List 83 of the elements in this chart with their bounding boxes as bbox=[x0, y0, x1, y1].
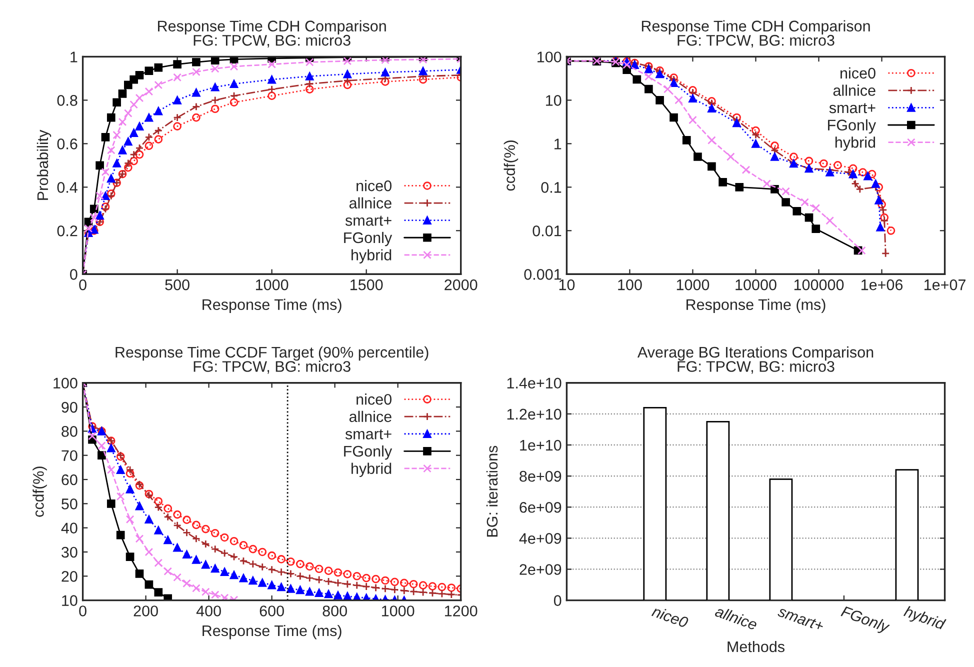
y-axis-title: Probability bbox=[36, 130, 52, 200]
chart-title: Response Time CDH Comparison bbox=[642, 20, 870, 35]
y-tick-label: 100 bbox=[54, 378, 78, 389]
x-tick-label: 2000 bbox=[444, 279, 478, 290]
y-tick-label: 80 bbox=[62, 426, 78, 437]
y-tick-label: 1e+10 bbox=[520, 440, 562, 451]
y-tick-label: 1 bbox=[554, 138, 562, 150]
legend-label: nice0 bbox=[840, 67, 876, 79]
y-tick-label: 1.2e+10 bbox=[507, 408, 562, 420]
y-tick-label: 0.001 bbox=[524, 269, 562, 280]
y-tick-label: 30 bbox=[62, 546, 78, 558]
x-tick-label: 600 bbox=[260, 606, 284, 616]
y-tick-label: 2e+09 bbox=[520, 564, 562, 575]
chart-subtitle: FG: TPCW, BG: micro3 bbox=[678, 34, 834, 48]
chart-title: Average BG Iterations Comparison bbox=[637, 346, 874, 361]
y-tick-label: 50 bbox=[62, 498, 78, 510]
y-tick-label: 8e+09 bbox=[520, 470, 562, 482]
y-tick-label: 0.4 bbox=[57, 182, 78, 193]
legend-label: allnice bbox=[833, 84, 876, 96]
legend-label: allnice bbox=[349, 197, 392, 209]
x-axis-title: Methods bbox=[728, 640, 784, 652]
x-tick-label: 0 bbox=[79, 279, 86, 290]
x-tick-label: 1e+06 bbox=[861, 279, 903, 290]
x-tick-label: allnice bbox=[714, 605, 758, 630]
y-tick-label: 20 bbox=[62, 571, 78, 582]
chart-title: Response Time CDH Comparison bbox=[158, 20, 386, 35]
y-tick-label: 40 bbox=[61, 522, 78, 534]
x-tick-label: nice0 bbox=[651, 605, 690, 628]
x-tick-label: 100000 bbox=[794, 279, 844, 290]
y-tick-label: 4e+09 bbox=[519, 533, 562, 544]
x-tick-label: 0 bbox=[79, 606, 86, 616]
y-tick-label: 0.8 bbox=[57, 95, 78, 106]
chart-subtitle: FG: TPCW, BG: micro3 bbox=[194, 360, 350, 374]
y-tick-label: 0.6 bbox=[57, 138, 78, 150]
y-tick-label: 0.01 bbox=[532, 226, 562, 236]
legend-label: hybrid bbox=[835, 136, 876, 151]
y-axis-title: BG: iterations bbox=[486, 446, 498, 537]
y-tick-label: 90 bbox=[62, 402, 78, 413]
x-tick-label: 1200 bbox=[445, 606, 478, 616]
x-axis-title: Response Time (ms) bbox=[686, 298, 826, 314]
x-axis-title: Response Time (ms) bbox=[202, 624, 342, 640]
x-tick-label: 1000 bbox=[676, 279, 710, 290]
legend-label: allnice bbox=[349, 410, 392, 422]
y-tick-label: 10 bbox=[546, 95, 562, 106]
x-tick-label: smart+ bbox=[777, 606, 824, 632]
y-axis-title: ccdf(%) bbox=[32, 466, 47, 517]
legend-label: hybrid bbox=[352, 462, 392, 477]
legend-label: smart+ bbox=[345, 216, 392, 226]
x-tick-label: 10000 bbox=[736, 279, 776, 290]
y-tick-label: 0.2 bbox=[57, 226, 78, 236]
y-tick-label: 10 bbox=[62, 595, 78, 606]
legend-label: nice0 bbox=[356, 394, 392, 405]
y-tick-label: 1.4e+10 bbox=[507, 378, 562, 389]
x-tick-label: 100 bbox=[618, 279, 642, 290]
y-axis-title: ccdf(%) bbox=[504, 140, 518, 191]
chart-title: Response Time CCDF Target (90% percentile) bbox=[116, 346, 428, 361]
legend-label: nice0 bbox=[356, 180, 392, 192]
x-axis-title: Response Time (ms) bbox=[202, 298, 342, 314]
y-tick-label: 6e+09 bbox=[520, 502, 562, 513]
y-tick-label: 70 bbox=[62, 450, 78, 462]
legend-label: FGonly bbox=[828, 119, 876, 134]
chart-subtitle: FG: TPCW, BG: micro3 bbox=[678, 360, 834, 374]
legend-label: smart+ bbox=[345, 429, 392, 440]
x-tick-label: hybrid bbox=[902, 605, 946, 633]
x-tick-label: 1000 bbox=[256, 279, 288, 290]
y-tick-label: 0 bbox=[554, 595, 562, 606]
y-tick-label: 0.1 bbox=[541, 182, 562, 193]
legend-label: smart+ bbox=[829, 103, 876, 114]
y-tick-label: 100 bbox=[538, 52, 562, 62]
y-tick-label: 1 bbox=[70, 52, 78, 62]
legend-label: FGonly bbox=[344, 445, 392, 460]
x-tick-label: 800 bbox=[322, 606, 347, 616]
legend-label: FGonly bbox=[344, 232, 392, 246]
x-tick-label: 200 bbox=[134, 606, 158, 616]
x-tick-label: 1e+07 bbox=[924, 279, 966, 290]
y-tick-label: 0 bbox=[70, 269, 78, 280]
x-tick-label: 1500 bbox=[350, 279, 383, 290]
x-tick-label: 400 bbox=[196, 606, 221, 616]
y-tick-label: 60 bbox=[62, 474, 78, 486]
x-tick-label: 500 bbox=[165, 279, 190, 290]
x-tick-label: 1000 bbox=[382, 606, 414, 616]
chart-subtitle: FG: TPCW, BG: micro3 bbox=[194, 34, 350, 48]
legend-label: hybrid bbox=[352, 249, 392, 264]
